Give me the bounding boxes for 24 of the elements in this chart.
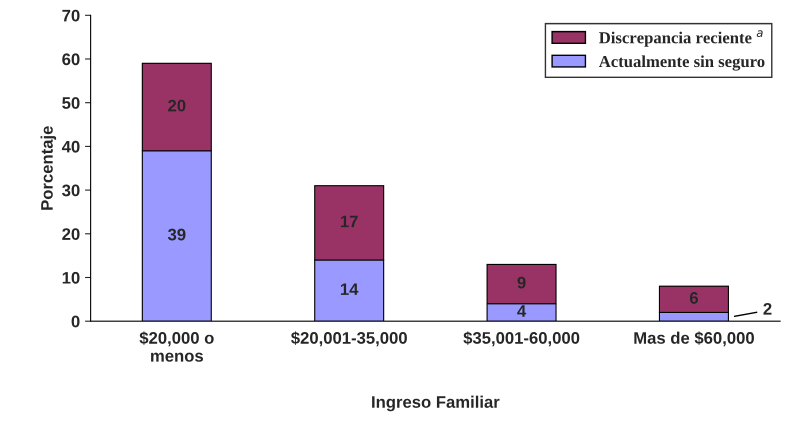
data-label: 17 bbox=[340, 216, 358, 228]
y-tick-label: 50 bbox=[62, 97, 80, 109]
x-tick-label: $20,001-35,000 bbox=[291, 331, 407, 346]
y-tick-label: 40 bbox=[62, 140, 80, 153]
y-axis-title: Porcentaje bbox=[40, 126, 56, 210]
y-tick-label: 0 bbox=[72, 316, 80, 328]
data-label: 6 bbox=[690, 292, 698, 304]
legend-label: Actualmente sin seguro bbox=[598, 55, 764, 71]
data-label: 39 bbox=[168, 228, 186, 240]
data-label: 4 bbox=[517, 305, 526, 317]
y-tick-label: 70 bbox=[62, 10, 80, 22]
data-label: 2 bbox=[763, 302, 772, 315]
x-tick-label: $35,001-60,000 bbox=[463, 331, 580, 346]
data-label: 9 bbox=[518, 276, 526, 289]
y-tick-label: 10 bbox=[62, 272, 80, 284]
data-label: 20 bbox=[168, 100, 186, 112]
x-tick-label: $20,000 o menos bbox=[140, 331, 214, 362]
legend-label: Discrepancia reciente $^{a}$ bbox=[599, 30, 763, 47]
data-label: 14 bbox=[340, 283, 358, 295]
y-tick-label: 30 bbox=[62, 184, 80, 196]
x-axis-title: Ingreso Familiar bbox=[372, 396, 500, 412]
y-tick-label: 20 bbox=[62, 228, 80, 240]
x-tick-label: Mas de $60,000 bbox=[634, 331, 754, 346]
y-tick-label: 60 bbox=[62, 53, 80, 66]
